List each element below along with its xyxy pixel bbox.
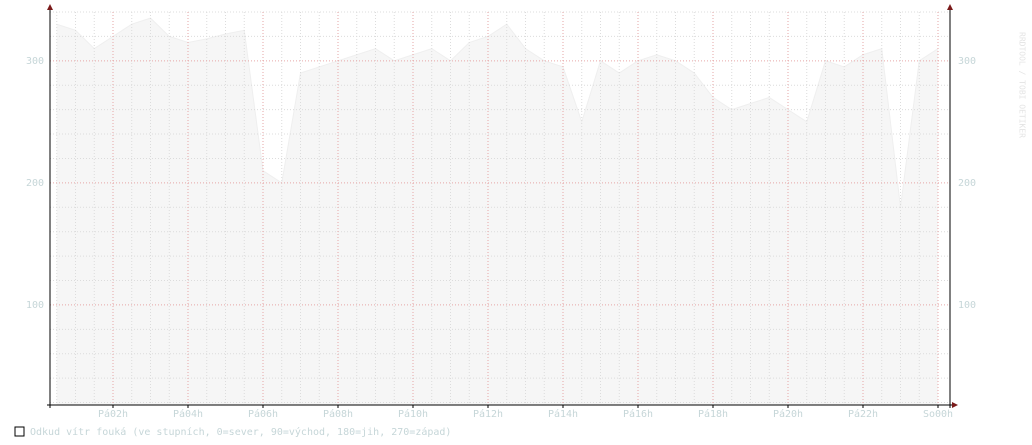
x-tick-label: Pá02h [98,408,128,420]
axis-arrow [952,402,958,408]
y-tick-label: 300 [26,56,44,67]
y2-tick-label: 300 [958,56,976,67]
x-tick-label: Pá04h [173,408,203,420]
y2-tick-label: 200 [958,178,976,189]
x-tick-label: Pá14h [548,408,578,420]
legend-swatch [14,426,25,437]
legend-label: Odkud vítr fouká (ve stupních, 0=sever, … [30,426,451,438]
x-tick-label: Pá08h [323,408,353,420]
area-fill [56,18,938,406]
axis-arrow [47,4,53,10]
watermark: RRDTOOL / TOBI OETIKER [1018,32,1027,138]
x-tick-label: Pá18h [698,408,728,420]
x-tick-label: Pá10h [398,408,428,420]
y2-tick-label: 100 [958,300,976,311]
y-tick-label: 100 [26,300,44,311]
x-tick-label: Pá22h [848,408,878,420]
axis-arrow [947,4,953,10]
x-tick-label: Pá20h [773,408,803,420]
area-line [56,17,939,208]
x-tick-label: Pá12h [473,408,503,420]
x-tick-label: So00h [923,409,953,420]
y-tick-label: 200 [26,178,44,189]
x-tick-label: Pá06h [248,408,278,420]
x-tick-label: Pá16h [623,408,653,420]
